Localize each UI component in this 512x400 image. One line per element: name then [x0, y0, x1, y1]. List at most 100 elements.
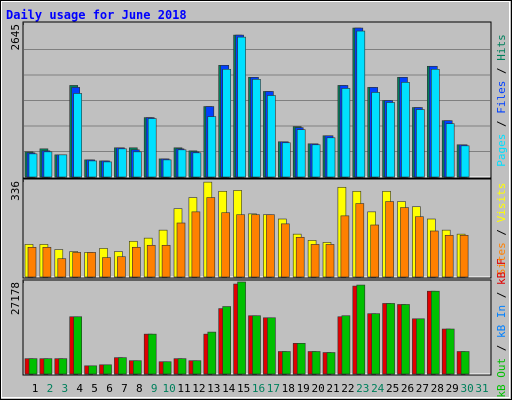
x-tick-label: 15	[237, 382, 250, 395]
bar	[310, 244, 320, 278]
legend: Sites / Visits	[495, 183, 508, 276]
legend-entry: kB Out	[495, 358, 508, 398]
legend-entry: Hits	[495, 34, 508, 61]
bar	[207, 331, 217, 375]
bar	[445, 328, 455, 375]
bar	[146, 244, 156, 278]
x-tick-label: 10	[162, 382, 175, 395]
bar	[118, 148, 127, 178]
x-tick-label: 6	[106, 382, 113, 395]
bar	[325, 244, 335, 278]
x-tick-label: 21	[326, 382, 339, 395]
bar	[460, 145, 470, 178]
bar	[341, 88, 351, 178]
x-tick-label: 2	[47, 382, 54, 395]
bar	[73, 93, 82, 178]
bar	[103, 364, 112, 375]
legend: kB Out / kB In / kB F	[495, 258, 508, 397]
bar	[370, 224, 380, 278]
x-tick-label: 28	[431, 382, 444, 395]
x-tick-label: 3	[61, 382, 68, 395]
bar	[58, 154, 68, 178]
bar	[385, 201, 394, 278]
bar	[356, 30, 366, 178]
x-tick-label: 17	[267, 382, 280, 395]
x-tick-label: 18	[282, 382, 295, 395]
bar	[281, 351, 291, 375]
bar	[281, 142, 291, 178]
bar	[176, 222, 186, 278]
bar	[42, 246, 52, 278]
bar	[43, 358, 53, 375]
x-tick-label: 13	[207, 382, 220, 395]
x-tick-label: 4	[76, 382, 83, 395]
bar	[295, 236, 305, 278]
bar	[117, 256, 126, 278]
bar	[444, 234, 454, 278]
bar	[73, 316, 82, 375]
bar	[177, 149, 187, 178]
bar	[206, 197, 216, 278]
bar	[57, 258, 67, 278]
x-tick-label: 19	[297, 382, 310, 395]
chart-title: Daily usage for June 2018	[6, 8, 187, 22]
bar	[266, 214, 275, 278]
bar	[311, 351, 321, 375]
bar	[207, 116, 217, 178]
bar	[177, 358, 187, 375]
x-tick-label: 14	[222, 382, 236, 395]
bar	[72, 252, 81, 278]
x-tick-label: 30	[460, 382, 473, 395]
legend-separator: /	[495, 338, 508, 358]
bar	[147, 333, 157, 375]
bar	[401, 82, 410, 178]
bar	[416, 109, 425, 178]
bar	[459, 234, 469, 278]
y-max-label: 336	[9, 181, 22, 201]
bar	[326, 352, 336, 375]
x-tick-label: 20	[311, 382, 324, 395]
x-tick-label: 12	[192, 382, 205, 395]
legend-entry: kB F	[495, 258, 508, 285]
bar	[355, 203, 365, 278]
bar	[133, 151, 142, 178]
bar	[88, 160, 97, 178]
bar	[222, 306, 231, 375]
bar	[43, 151, 53, 178]
bar	[340, 215, 350, 278]
bar	[237, 36, 246, 178]
bar	[162, 361, 172, 375]
bar	[356, 284, 366, 375]
legend-separator: /	[495, 61, 508, 81]
bar	[326, 137, 336, 178]
bar	[133, 360, 142, 375]
x-tick-label: 7	[121, 382, 128, 395]
bar	[192, 152, 202, 178]
bar	[28, 358, 38, 375]
x-tick-label: 16	[252, 382, 265, 395]
bar	[191, 211, 201, 278]
bar	[162, 159, 172, 178]
x-tick-label: 5	[91, 382, 98, 395]
bar	[147, 118, 157, 178]
x-tick-label: 22	[341, 382, 354, 395]
x-tick-label: 23	[356, 382, 369, 395]
bar	[118, 357, 127, 375]
bar	[132, 246, 141, 278]
bar	[87, 252, 96, 278]
x-tick-label: 11	[177, 382, 190, 395]
x-tick-label: 24	[371, 382, 385, 395]
legend-separator: /	[495, 114, 508, 134]
x-tick-label: 8	[136, 382, 143, 395]
bar	[102, 257, 111, 278]
bar	[400, 207, 409, 278]
bar	[28, 153, 38, 178]
x-tick-label: 1	[32, 382, 39, 395]
legend-entry: Sites	[495, 242, 508, 275]
bar	[252, 315, 261, 375]
legend-entry: Files	[495, 81, 508, 114]
bar	[341, 315, 351, 375]
x-tick-label: 25	[386, 382, 399, 395]
legend: Pages / Files / Hits	[495, 34, 508, 167]
